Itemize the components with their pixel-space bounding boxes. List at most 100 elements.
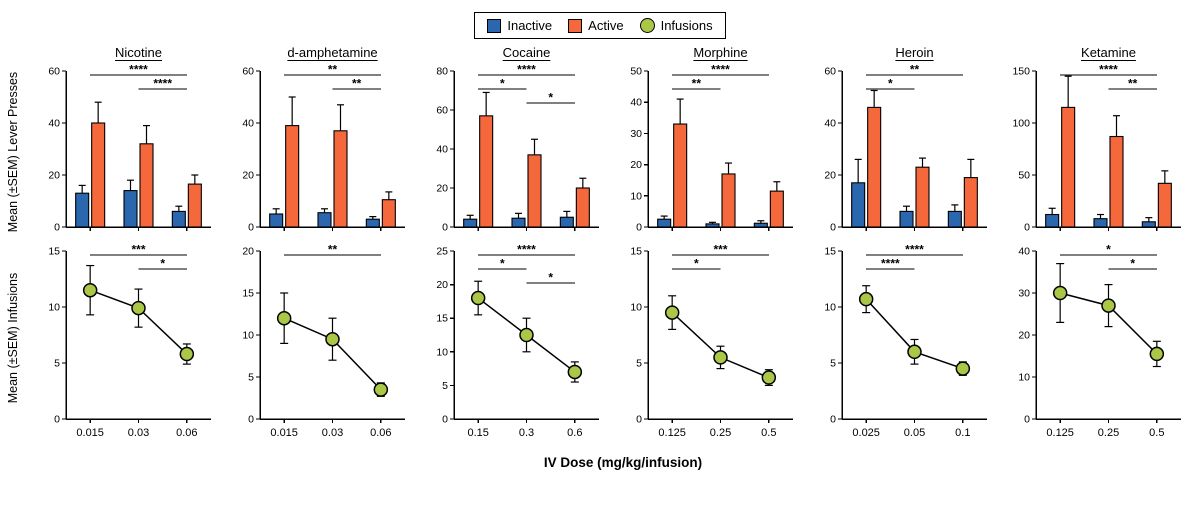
infusions-chart-heroin: 0 5 10 15 0.025 0.05 0.1 **** **** (824, 243, 987, 439)
svg-text:0: 0 (830, 414, 836, 426)
infusions-circle-icon (639, 18, 655, 33)
significance-stars: * (548, 91, 553, 105)
chart-column-morphine: Morphine 0 10 20 30 40 50 **** ** 0 5 10 15 0.125 0.25… (608, 45, 802, 445)
bar-inactive (899, 210, 914, 228)
bar-active (1061, 106, 1076, 228)
svg-text:10: 10 (824, 302, 836, 314)
drug-title-heroin: Heroin (895, 45, 934, 60)
infusion-point (373, 382, 389, 397)
y-axis-label-infusions: Mean (±SEM) Infusions (6, 272, 20, 404)
dose-tick-label: 0.5 (761, 427, 776, 439)
svg-text:20: 20 (242, 170, 254, 182)
dose-tick-label: 0.06 (176, 427, 197, 439)
bar-active (963, 177, 978, 228)
legend-item-active: Active (568, 18, 624, 33)
svg-text:0: 0 (248, 222, 254, 234)
significance-stars: **** (711, 63, 730, 77)
svg-text:40: 40 (436, 144, 448, 156)
lever-press-chart-d-amphetamine: 0 20 40 60 ** ** (242, 63, 405, 234)
legend-item-inactive: Inactive (487, 18, 552, 33)
svg-text:40: 40 (630, 97, 642, 109)
y-axis-label-lever-presses: Mean (±SEM) Lever Presses (6, 71, 20, 233)
svg-text:80: 80 (436, 66, 448, 78)
infusion-point (664, 305, 680, 320)
svg-text:5: 5 (442, 380, 448, 392)
bar-inactive (269, 213, 284, 228)
legend-label-infusions: Infusions (660, 18, 713, 33)
bar-inactive (657, 218, 672, 228)
drug-title-ketamine: Ketamine (1081, 45, 1136, 60)
svg-text:20: 20 (1018, 330, 1030, 342)
bar-active (139, 143, 154, 228)
bar-inactive (1045, 213, 1060, 228)
svg-text:40: 40 (1018, 246, 1030, 258)
charts-grid: Nicotine 0 20 40 60 **** **** 0 5 10 15 0.015 0.03 0.… (26, 45, 1200, 445)
dose-tick-label: 0.015 (76, 427, 104, 439)
svg-text:10: 10 (630, 190, 642, 202)
significance-stars: * (500, 257, 505, 271)
svg-text:50: 50 (1018, 170, 1030, 182)
drug-title-morphine: Morphine (693, 45, 748, 60)
x-axis-label: IV Dose (mg/kg/infusion) (543, 455, 703, 470)
svg-text:40: 40 (824, 118, 836, 130)
infusion-point (82, 282, 98, 298)
infusion-point (131, 300, 146, 316)
chart-column-d-amphetamine: d-amphetamine 0 20 40 60 ** ** 0 5 10 15 20 0.015 0.0… (220, 45, 414, 445)
infusion-point (907, 344, 922, 360)
legend-label-inactive: Inactive (507, 18, 553, 33)
svg-text:10: 10 (436, 346, 448, 358)
svg-text:60: 60 (242, 66, 254, 78)
svg-text:0: 0 (442, 414, 448, 426)
bar-active (1109, 135, 1124, 228)
svg-text:40: 40 (242, 118, 254, 130)
significance-stars: * (500, 77, 505, 91)
bar-inactive (753, 222, 768, 228)
dose-tick-label: 0.125 (658, 427, 686, 439)
bar-active (479, 115, 494, 228)
drug-title-cocaine: Cocaine (502, 45, 551, 60)
infusion-point (179, 346, 195, 362)
dose-tick-label: 0.015 (270, 427, 298, 439)
svg-text:20: 20 (436, 279, 448, 291)
dose-tick-label: 0.6 (567, 427, 582, 439)
dose-tick-label: 0.025 (852, 427, 880, 439)
svg-text:10: 10 (1018, 372, 1030, 384)
svg-text:0: 0 (1024, 222, 1030, 234)
svg-text:5: 5 (830, 358, 836, 370)
svg-text:5: 5 (54, 358, 60, 370)
bar-active (673, 123, 688, 228)
significance-stars: * (160, 257, 165, 271)
bar-active (1157, 182, 1172, 228)
svg-text:60: 60 (824, 66, 836, 78)
dose-tick-label: 0.5 (1149, 427, 1164, 439)
significance-stars: **** (153, 77, 172, 91)
dose-tick-label: 0.1 (955, 427, 970, 439)
bar-inactive (1141, 221, 1156, 228)
significance-stars: * (1130, 257, 1135, 271)
svg-text:60: 60 (48, 66, 60, 78)
infusion-point (470, 290, 486, 306)
bar-inactive (123, 190, 138, 228)
significance-stars: ** (1128, 77, 1138, 91)
bar-active (381, 199, 396, 228)
infusion-point (761, 370, 777, 385)
significance-stars: **** (129, 63, 148, 77)
drug-title-nicotine: Nicotine (115, 45, 162, 60)
bar-active (285, 125, 300, 228)
svg-text:25: 25 (436, 246, 448, 258)
svg-text:15: 15 (242, 288, 254, 300)
dose-tick-label: 0.25 (1098, 427, 1119, 439)
svg-text:20: 20 (630, 159, 642, 171)
dose-tick-label: 0.03 (128, 427, 149, 439)
svg-text:40: 40 (48, 118, 60, 130)
infusion-point (955, 361, 971, 376)
svg-text:10: 10 (48, 302, 60, 314)
significance-stars: * (694, 257, 699, 271)
svg-text:0: 0 (442, 222, 448, 234)
svg-text:0: 0 (248, 414, 254, 426)
significance-stars: ** (352, 77, 362, 91)
chart-column-ketamine: Ketamine 0 50 100 150 **** ** 0 10 20 30 40 0.125 0.2… (996, 45, 1190, 445)
svg-text:60: 60 (436, 105, 448, 117)
